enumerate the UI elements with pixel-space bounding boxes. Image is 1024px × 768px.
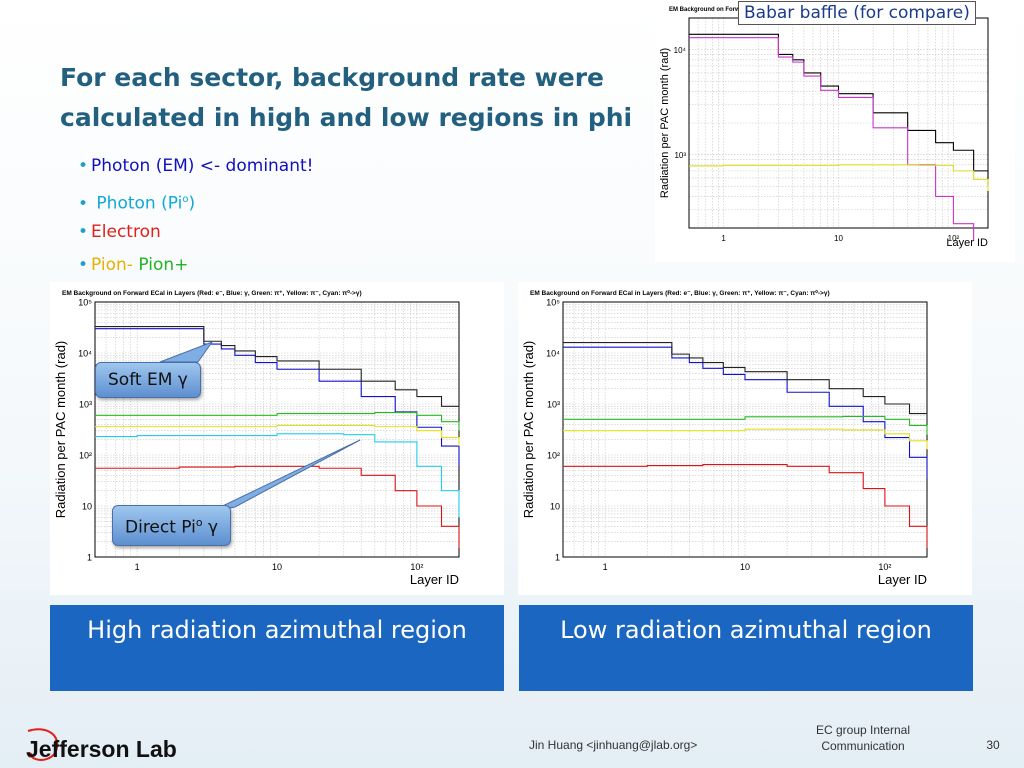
chart-title: EM Background on Forward ECal in Layers … xyxy=(62,289,362,297)
y-tick-label: 10 xyxy=(82,502,92,512)
direct-pi0-callout: Direct Pio γ xyxy=(112,505,232,546)
logo-text: Jefferson Lab xyxy=(26,736,177,762)
y-tick-label: 10⁴ xyxy=(546,349,560,359)
x-tick-label: 10² xyxy=(948,234,960,243)
compare-label: Babar baffle (for compare) xyxy=(738,1,976,25)
caption-low-text: Low radiation azimuthal region xyxy=(560,616,932,644)
y-axis-label: Radiation per PAC month (rad) xyxy=(53,341,68,519)
high-region-plot: 1 10 10² 1 10 10² 10³ 10⁴ 10⁵ Layer ID Radiation p… xyxy=(50,282,504,595)
title-line-1: For each sector, background rate were xyxy=(60,63,605,92)
y-tick-label: 10³ xyxy=(547,400,560,410)
bullet-text: Electron xyxy=(91,222,161,242)
series-line xyxy=(563,428,928,450)
y-tick-label: 10³ xyxy=(674,151,686,160)
y-tick-label: 10⁴ xyxy=(78,349,92,359)
x-tick-label: 10 xyxy=(834,234,843,243)
bullet-item: • Photon (EM) <- dominant! xyxy=(78,150,313,183)
chart-title: EM Background on Forward ECal in Layers … xyxy=(530,289,830,297)
chart-title: EM Background on Forward xyxy=(669,7,749,13)
direct-pi0-text-b: γ xyxy=(202,517,219,538)
bullet-item: • Pion- Pion+ xyxy=(78,249,313,282)
y-tick-label: 1 xyxy=(87,553,92,563)
bullet-item: • Electron xyxy=(78,216,313,249)
bullet-text: Pion+ xyxy=(138,255,189,275)
compare-plot: 1 10 10² 10³ 10⁴ Layer ID Radiation per PAC mo… xyxy=(655,0,1015,262)
series-line xyxy=(95,465,460,549)
y-tick-label: 10² xyxy=(547,451,560,461)
soft-em-callout-text: Soft EM γ xyxy=(108,370,188,390)
bullet-text: ) xyxy=(188,193,196,214)
series-line xyxy=(689,164,989,192)
x-tick-label: 10 xyxy=(272,562,282,572)
series-line xyxy=(95,433,460,518)
series-line xyxy=(563,415,928,435)
bullet-text: o xyxy=(182,194,189,205)
series-line xyxy=(689,37,975,242)
series-line xyxy=(95,424,460,447)
chart-svg: 1 10 10² 1 10 10² 10³ 10⁴ 10⁵ Layer ID Radiation p… xyxy=(521,289,928,587)
bullet-list: • Photon (EM) <- dominant! • Photon (Pio) •… xyxy=(78,150,313,282)
bullet-dot-icon: • xyxy=(78,222,89,242)
y-tick-label: 10⁵ xyxy=(546,298,560,308)
series-line xyxy=(95,411,460,431)
y-tick-label: 1 xyxy=(555,553,560,563)
footer-group: EC group Internal Communication xyxy=(815,723,911,753)
x-axis-label: Layer ID xyxy=(878,572,927,587)
bullet-text: Photon (EM) <- dominant! xyxy=(91,156,314,176)
y-tick-label: 10³ xyxy=(79,400,92,410)
slide-title: For each sector, background rate were ca… xyxy=(60,58,660,138)
bullet-item: • Photon (Pio) xyxy=(78,183,313,216)
direct-pi0-text-a: Direct Pi xyxy=(125,517,196,538)
x-tick-label: 10 xyxy=(740,562,750,572)
direct-pi0-sup: o xyxy=(195,516,203,529)
x-axis-label: Layer ID xyxy=(946,237,988,249)
caption-low-region: Low radiation azimuthal region xyxy=(519,605,973,691)
y-tick-label: 10² xyxy=(79,451,92,461)
chart-svg: 1 10 10² 1 10 10² 10³ 10⁴ 10⁵ Layer ID Radiation p… xyxy=(53,289,460,587)
bullet-text: Photon (Pi xyxy=(91,193,183,214)
bullet-dot-icon: • xyxy=(78,156,89,176)
caption-high-text: High radiation azimuthal region xyxy=(87,616,467,644)
x-axis-label: Layer ID xyxy=(410,572,459,587)
y-tick-label: 10 xyxy=(550,502,560,512)
low-region-plot: 1 10 10² 1 10 10² 10³ 10⁴ 10⁵ Layer ID Radiation p… xyxy=(518,282,972,595)
jefferson-lab-logo: Jefferson Lab xyxy=(26,728,177,762)
bullet-dot-icon: • xyxy=(78,193,89,214)
footer-author: Jin Huang <jinhuang@jlab.org> xyxy=(529,738,698,752)
y-tick-label: 10⁴ xyxy=(674,46,687,55)
series-line xyxy=(563,346,928,479)
bullet-text: Pion- xyxy=(91,255,139,275)
x-tick-label: 1 xyxy=(135,562,140,572)
page-number: 30 xyxy=(986,738,1000,752)
series-line xyxy=(563,463,928,549)
bullet-dot-icon: • xyxy=(78,255,89,275)
y-tick-label: 10⁵ xyxy=(78,298,92,308)
x-tick-label: 1 xyxy=(721,234,726,243)
caption-high-region: High radiation azimuthal region xyxy=(50,605,504,691)
title-line-2: calculated in high and low regions in ph… xyxy=(60,103,633,132)
soft-em-callout: Soft EM γ xyxy=(95,362,201,398)
x-tick-label: 10² xyxy=(410,562,423,572)
y-axis-label: Radiation per PAC month (rad) xyxy=(659,48,671,198)
x-tick-label: 10² xyxy=(878,562,891,572)
x-tick-label: 1 xyxy=(603,562,608,572)
chart-svg: 1 10 10² 10³ 10⁴ Layer ID Radiation per PAC mo… xyxy=(659,7,989,249)
series-line xyxy=(563,342,928,425)
y-axis-label: Radiation per PAC month (rad) xyxy=(521,341,536,519)
